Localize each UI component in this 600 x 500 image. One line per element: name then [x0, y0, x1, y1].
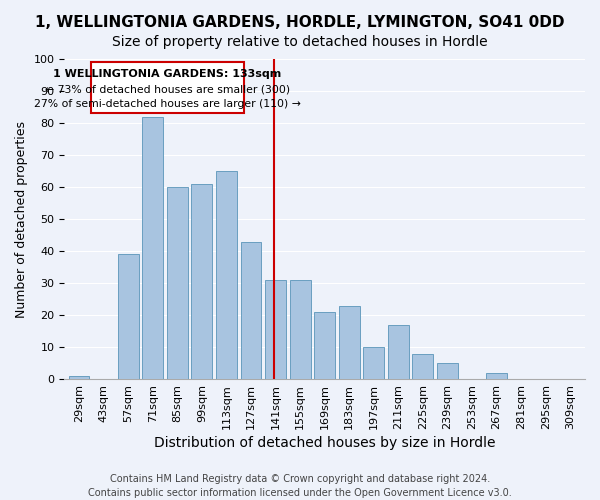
Bar — [364, 347, 384, 379]
Y-axis label: Number of detached properties: Number of detached properties — [15, 120, 28, 318]
Bar — [167, 187, 188, 379]
Bar — [388, 325, 409, 379]
Bar — [241, 242, 262, 379]
Bar — [437, 363, 458, 379]
Bar — [68, 376, 89, 379]
Text: Size of property relative to detached houses in Hordle: Size of property relative to detached ho… — [112, 35, 488, 49]
Bar — [314, 312, 335, 379]
Text: Contains HM Land Registry data © Crown copyright and database right 2024.
Contai: Contains HM Land Registry data © Crown c… — [88, 474, 512, 498]
Bar — [118, 254, 139, 379]
Bar — [142, 116, 163, 379]
X-axis label: Distribution of detached houses by size in Hordle: Distribution of detached houses by size … — [154, 436, 496, 450]
Text: 27% of semi-detached houses are larger (110) →: 27% of semi-detached houses are larger (… — [34, 99, 301, 109]
Text: 1 WELLINGTONIA GARDENS: 133sqm: 1 WELLINGTONIA GARDENS: 133sqm — [53, 68, 281, 78]
Bar — [339, 306, 359, 379]
Bar — [412, 354, 433, 379]
Bar — [216, 171, 237, 379]
Bar — [265, 280, 286, 379]
FancyBboxPatch shape — [91, 62, 244, 114]
Text: ← 73% of detached houses are smaller (300): ← 73% of detached houses are smaller (30… — [45, 84, 290, 94]
Text: 1, WELLINGTONIA GARDENS, HORDLE, LYMINGTON, SO41 0DD: 1, WELLINGTONIA GARDENS, HORDLE, LYMINGT… — [35, 15, 565, 30]
Bar — [486, 373, 507, 379]
Bar — [290, 280, 311, 379]
Bar — [191, 184, 212, 379]
